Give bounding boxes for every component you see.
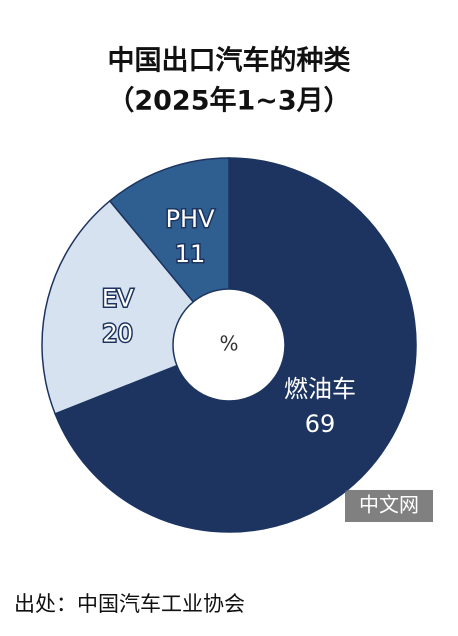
source: 出处：中国汽车工业协会 bbox=[14, 592, 245, 616]
value-label: 69 bbox=[305, 410, 336, 438]
slice-label: EV bbox=[102, 284, 134, 312]
watermark-box bbox=[345, 490, 433, 522]
chart-title: 中国出口汽车的种类 bbox=[108, 45, 351, 77]
chart-subtitle: （2025年1~3月） bbox=[107, 85, 350, 117]
center-label: % bbox=[219, 332, 238, 356]
donut-hole bbox=[172, 288, 286, 402]
value-label: 11 bbox=[175, 240, 206, 268]
value-label: 20 bbox=[102, 319, 133, 347]
slice-label: PHV bbox=[166, 205, 216, 233]
watermark: 中文网 bbox=[359, 493, 419, 517]
slice-label: 燃油车 bbox=[284, 375, 356, 403]
